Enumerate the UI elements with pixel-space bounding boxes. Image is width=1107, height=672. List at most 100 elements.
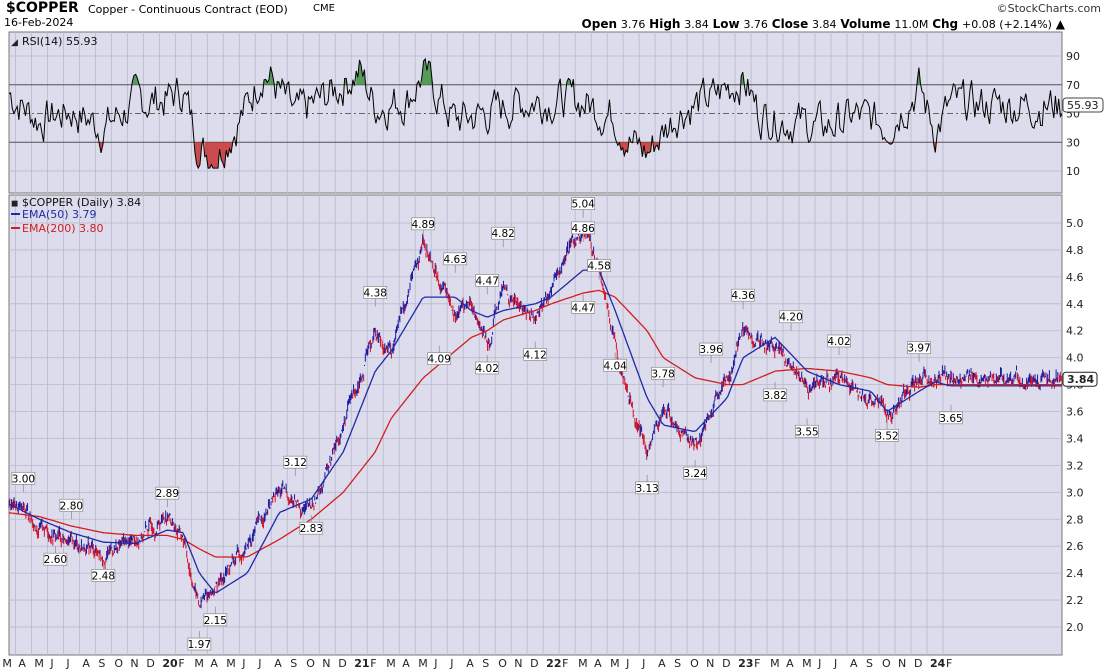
x-tick-label: O	[306, 657, 315, 670]
annotation-label: 2.80	[60, 500, 83, 512]
annotation-label: 3.96	[699, 344, 723, 356]
rsi-overbought-fill	[132, 74, 141, 85]
rsi-overbought-fill	[356, 59, 367, 85]
annotation-label: 4.09	[428, 354, 451, 366]
annotation-label: 2.48	[92, 570, 115, 582]
open-label: Open	[581, 17, 618, 31]
chg-value: +0.08 (+2.14%)	[961, 18, 1052, 31]
volume-value: 11.0M	[894, 18, 929, 31]
exchange-label: CME	[313, 3, 335, 14]
x-tick-label: M	[2, 657, 12, 670]
price-tick-label: 3.6	[1066, 406, 1084, 419]
rsi-legend: RSI(14) 55.93	[22, 35, 97, 48]
collapse-triangle-icon[interactable]: ▲	[1055, 17, 1065, 31]
price-tick-label: 2.8	[1066, 513, 1084, 526]
x-tick-label: D	[338, 657, 346, 670]
annotation-label: 4.82	[491, 228, 514, 240]
x-tick-label: J	[241, 657, 245, 670]
price-current-value: 3.84	[1067, 373, 1094, 386]
annotation-label: 2.15	[204, 615, 227, 627]
price-tick-label: 4.6	[1066, 271, 1084, 284]
x-tick-label: A	[402, 657, 410, 670]
price-panel	[8, 194, 1063, 656]
x-tick-label: J	[625, 657, 629, 670]
x-tick-label: M	[770, 657, 780, 670]
rsi-current-value: 55.93	[1067, 99, 1099, 112]
annotation-label: 4.58	[587, 261, 610, 273]
x-tick-label: M	[34, 657, 44, 670]
annotation-label: 4.12	[523, 350, 546, 362]
rsi-legend-icon: ◢	[11, 38, 18, 48]
price-legend-main: $COPPER (Daily) 3.84	[22, 196, 141, 209]
x-tick-label: S	[482, 657, 489, 670]
x-tick-label: N	[898, 657, 906, 670]
x-tick-label: F	[946, 657, 952, 670]
x-tick-label: A	[658, 657, 666, 670]
x-tick-label: M	[418, 657, 428, 670]
x-tick-label: A	[786, 657, 794, 670]
price-current-tag	[1062, 371, 1098, 387]
annotation-label: 2.60	[44, 554, 67, 566]
x-tick-label: N	[130, 657, 138, 670]
rsi-overbought-fill	[421, 58, 434, 85]
x-tick-label: F	[178, 657, 184, 670]
x-tick-label: M	[578, 657, 588, 670]
annotation-label: 4.02	[827, 336, 850, 348]
price-legend-icon: ◼	[11, 199, 18, 209]
annotation-label: 1.97	[188, 639, 211, 651]
ema50-legend: EMA(50) 3.79	[22, 208, 97, 221]
annotation-label: 3.97	[907, 343, 930, 355]
x-tick-label: S	[866, 657, 873, 670]
annotation-label: 3.82	[763, 390, 786, 402]
annotation-label: 4.63	[444, 254, 467, 266]
annotation-label: 4.86	[571, 223, 595, 235]
x-tick-label: N	[514, 657, 522, 670]
annotation-label: 3.13	[635, 483, 658, 495]
rsi-tick-label: 90	[1066, 50, 1080, 63]
brand-label[interactable]: ©StockCharts.com	[996, 2, 1101, 15]
ema200-line	[8, 289, 1062, 558]
annotation-label: 3.65	[939, 413, 962, 425]
x-tick-label: 20	[162, 657, 178, 670]
annotation-label: 4.04	[603, 360, 627, 372]
annotation-label: 4.36	[731, 290, 755, 302]
chart-date: 16-Feb-2024	[4, 16, 74, 29]
x-tick-label: D	[146, 657, 154, 670]
x-tick-label: M	[610, 657, 620, 670]
annotation-label: 4.89	[412, 219, 435, 231]
annotation-label: 3.12	[284, 457, 307, 469]
x-tick-label: D	[722, 657, 730, 670]
x-tick-label: J	[49, 657, 53, 670]
price-tick-label: 4.0	[1066, 352, 1084, 365]
price-tick-label: 2.4	[1066, 567, 1084, 580]
x-tick-label: J	[65, 657, 69, 670]
annotation-label: 4.47	[571, 302, 594, 314]
x-tick-label: 23	[738, 657, 753, 670]
annotation-label: 3.24	[683, 468, 707, 480]
x-tick-label: M	[194, 657, 204, 670]
annotation-label: 4.47	[476, 275, 499, 287]
x-tick-label: A	[850, 657, 858, 670]
x-tick-label: 24	[930, 657, 946, 670]
annotation-label: 4.02	[476, 363, 499, 375]
rsi-tick-label: 70	[1066, 79, 1080, 92]
x-tick-label: D	[914, 657, 922, 670]
x-tick-label: A	[466, 657, 474, 670]
x-tick-label: J	[449, 657, 453, 670]
price-tick-label: 3.2	[1066, 459, 1084, 472]
annotation-label: 3.78	[651, 368, 674, 380]
high-label: High	[649, 17, 681, 31]
x-tick-label: S	[98, 657, 105, 670]
price-tick-label: 4.8	[1066, 244, 1084, 257]
annotation-label: 4.20	[779, 312, 802, 324]
annotation-label: 2.83	[300, 523, 323, 535]
x-tick-label: M	[226, 657, 236, 670]
symbol-description: Copper - Continuous Contract (EOD)	[88, 3, 288, 16]
x-tick-label: F	[562, 657, 568, 670]
annotation-label: 3.55	[795, 426, 818, 438]
x-tick-label: A	[82, 657, 90, 670]
x-tick-label: 22	[546, 657, 561, 670]
x-tick-label: N	[322, 657, 330, 670]
price-tick-label: 2.2	[1066, 594, 1084, 607]
x-tick-label: J	[433, 657, 437, 670]
